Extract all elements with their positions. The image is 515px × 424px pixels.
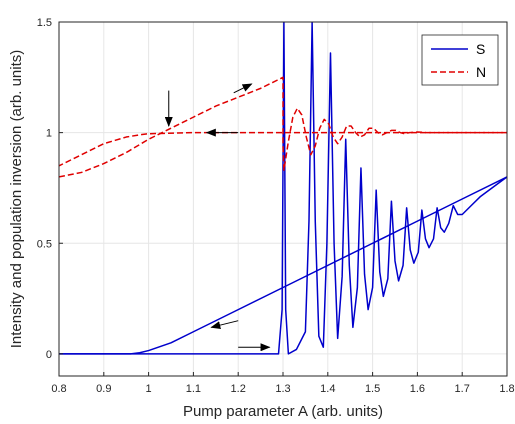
direction-arrow [210,320,239,330]
series-layer [59,22,507,355]
x-axis-label: Pump parameter A (arb. units) [183,403,383,420]
direction-arrow [233,83,253,94]
y-tick-label: 1.5 [37,17,52,29]
legend-box [421,34,499,86]
series-n-line-backward [59,131,507,167]
annotation-arrows [164,83,271,352]
y-tick-label: 1 [46,128,52,140]
x-tick-label: 1.1 [186,383,201,395]
legend-label-s: S [476,41,485,57]
x-tick-label: 1.8 [499,383,514,395]
y-tick-label: 0.5 [37,238,52,250]
x-tick-label: 1.7 [455,383,470,395]
x-tick-label: 1.3 [275,383,290,395]
x-tick-label: 1.4 [320,383,335,395]
legend: S N [421,34,499,86]
x-tick-label: 1.6 [410,383,425,395]
y-axis-label: Intensity and population inversion (arb.… [8,50,25,349]
x-tick-label: 0.9 [96,383,111,395]
x-tick-label: 1 [146,383,152,395]
legend-label-n: N [476,64,486,80]
series-s-line-forward [59,22,507,355]
series-n-line-forward [59,76,507,178]
x-tick-label: 0.8 [51,383,66,395]
series-s-line-backward [59,176,507,355]
x-tick-label: 1.2 [231,383,246,395]
axis-ticks: 0.8 0.9 1 1.1 1.2 1.3 1.4 1.5 1.6 1.7 1.8 0 0.5 1 1.5 [37,17,515,395]
y-tick-label: 0 [46,349,52,361]
x-tick-label: 1.5 [365,383,380,395]
